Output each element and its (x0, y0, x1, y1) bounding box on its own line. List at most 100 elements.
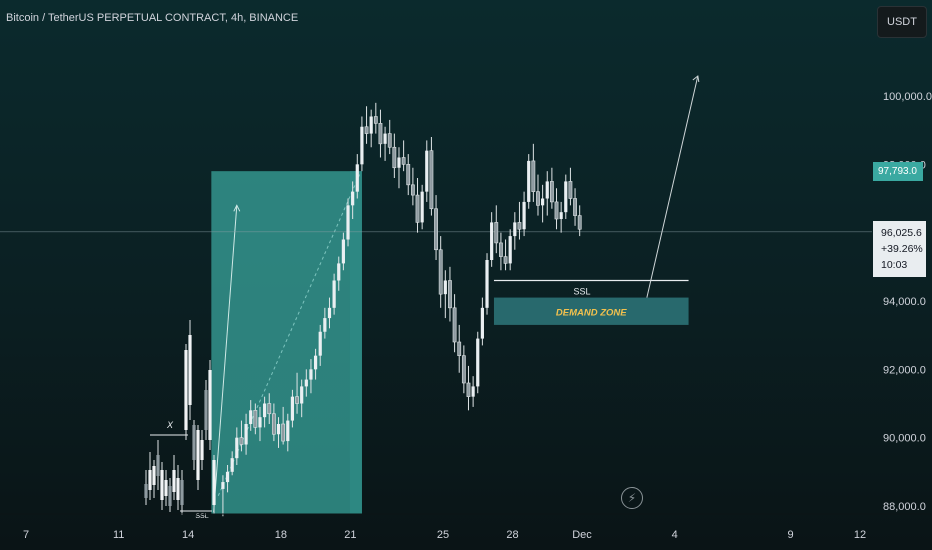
target-price-badge: 97,793.0 (873, 162, 923, 181)
pre-candle-body (156, 455, 160, 476)
candle (545, 181, 549, 199)
candle (360, 126, 364, 165)
pre-candle-body (196, 430, 200, 480)
candle (230, 458, 234, 472)
candle (392, 146, 397, 169)
pre-candle-body (180, 480, 184, 505)
x-tick-label: 28 (506, 529, 518, 541)
x-tick-label: 14 (182, 529, 194, 541)
projection-arrow-line (646, 75, 699, 298)
candle (508, 236, 512, 264)
candle (522, 201, 526, 230)
dashed-projection (217, 174, 361, 496)
candle (410, 184, 415, 196)
candle (244, 424, 248, 445)
candle (253, 410, 258, 428)
x-tick-label: 11 (113, 529, 124, 541)
demand-zone-label: DEMAND ZONE (556, 307, 627, 318)
x-tick-label: 7 (23, 529, 29, 541)
y-tick-label: 88,000.0 (883, 501, 926, 513)
symbol-title: Bitcoin / TetherUS PERPETUAL CONTRACT, 4… (6, 12, 299, 24)
candle (415, 194, 420, 223)
candle (406, 164, 411, 186)
candle (332, 280, 336, 308)
candle (443, 280, 447, 295)
candle (221, 482, 225, 489)
x-tick-label: 4 (672, 529, 678, 541)
candle (541, 198, 545, 206)
y-tick-label: 92,000.0 (883, 364, 926, 376)
lightning-bolt-icon[interactable]: ⚡ (621, 487, 643, 509)
candle (225, 471, 230, 483)
candle (258, 417, 262, 428)
candle (263, 403, 267, 418)
pre-candle-body (168, 486, 172, 506)
candle (429, 150, 434, 210)
candle (536, 191, 540, 206)
pre-candle-body (184, 350, 188, 430)
projection-arrow-head (692, 75, 700, 83)
pre-candle-body (212, 460, 216, 505)
y-tick-label: 94,000.0 (883, 296, 926, 308)
x-marker-label: X (166, 420, 174, 430)
x-tick-label: Dec (572, 529, 592, 541)
candle (471, 386, 475, 397)
candle (304, 379, 308, 387)
pre-candle-body (164, 480, 168, 496)
x-tick-label: 21 (344, 529, 356, 541)
candle (401, 157, 406, 165)
candle (373, 116, 378, 124)
candle (323, 318, 327, 332)
pre-candle-body (192, 425, 196, 460)
candle (309, 369, 313, 380)
candle (313, 355, 318, 370)
candle (397, 157, 401, 168)
candle (517, 222, 522, 230)
candle (295, 396, 299, 404)
candle (281, 423, 286, 442)
candle (577, 215, 582, 230)
demand-zone-box (493, 297, 689, 325)
ssl-label: SSL (573, 287, 590, 297)
pre-candle-body (148, 470, 152, 490)
candle (476, 338, 480, 387)
candle (383, 133, 387, 144)
pre-candle-body (152, 466, 156, 485)
currency-button[interactable]: USDT (877, 6, 927, 38)
pre-candle-body (208, 370, 212, 440)
candle (267, 403, 272, 415)
price-change-percent: +39.26% (881, 243, 923, 255)
candle (239, 437, 244, 445)
candle-countdown: 10:03 (881, 259, 908, 271)
candle (337, 263, 341, 281)
candle (452, 307, 457, 343)
candle (318, 331, 322, 356)
candle (513, 222, 517, 237)
pre-candle-body (172, 470, 176, 492)
candle (549, 181, 554, 203)
x-tick-label: 12 (854, 529, 866, 541)
trend-arrow-line (213, 205, 238, 513)
candle (494, 222, 499, 244)
candle (485, 260, 489, 308)
current-price-badge: 96,025.6 +39.26% 10:03 (873, 221, 926, 277)
candle (249, 410, 253, 424)
candle (531, 160, 536, 192)
candle (420, 191, 424, 223)
x-tick-label: 9 (787, 529, 793, 541)
pre-candle-body (200, 440, 204, 460)
candle (554, 201, 559, 220)
candle (527, 160, 531, 202)
candle (480, 307, 484, 339)
pre-candle-body (176, 478, 180, 500)
candle (290, 396, 295, 421)
candle (364, 126, 369, 134)
candle (461, 355, 466, 384)
candle (564, 181, 568, 213)
candle (434, 208, 438, 251)
candle (300, 386, 304, 404)
candle (448, 280, 452, 309)
candle (568, 181, 573, 199)
